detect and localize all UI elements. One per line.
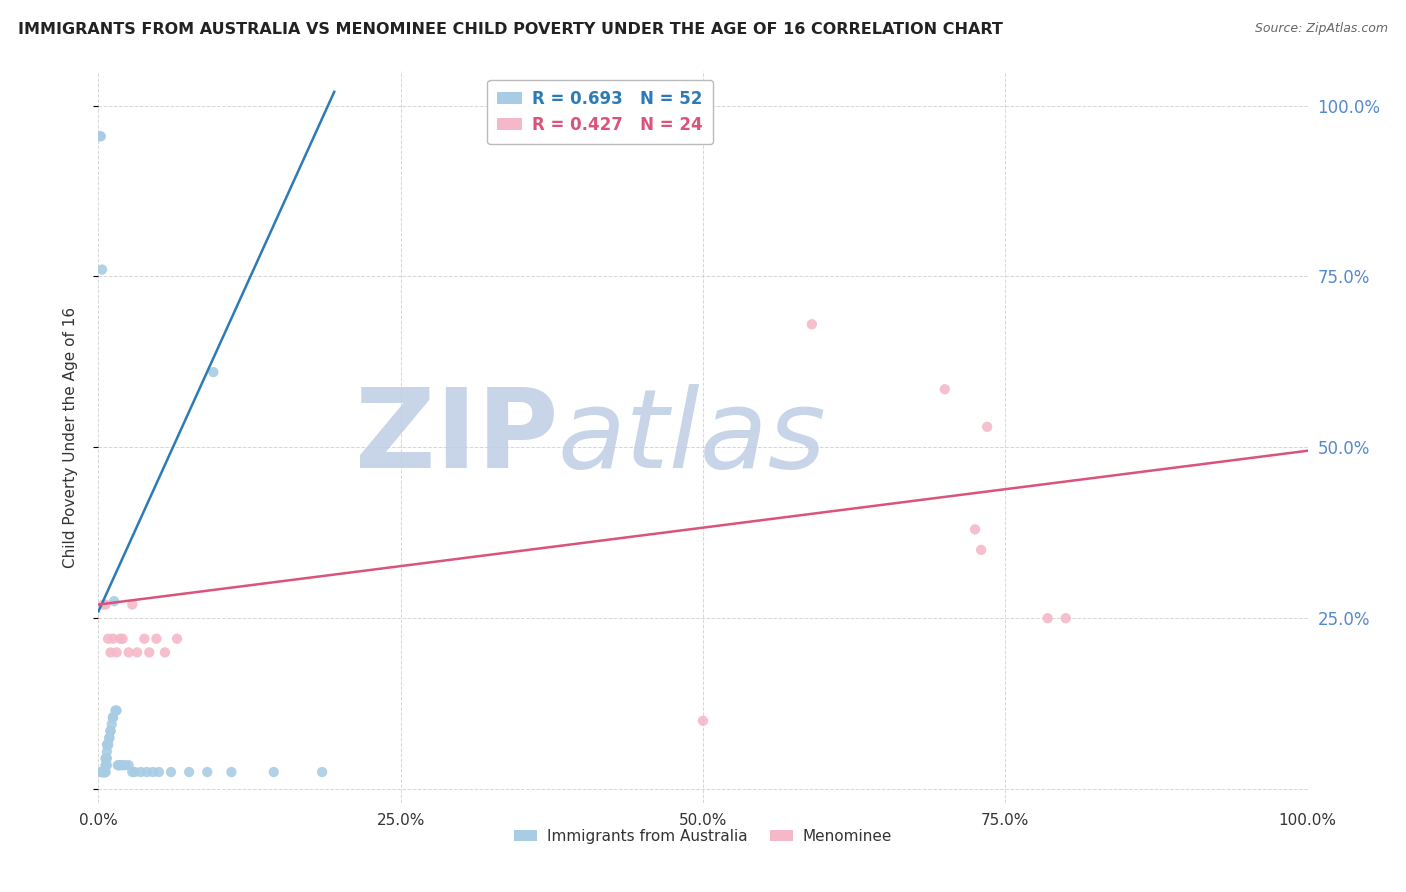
Point bbox=[94, 765, 117, 780]
Point bbox=[138, 645, 160, 659]
Point bbox=[118, 645, 141, 659]
Point bbox=[94, 758, 117, 772]
Point bbox=[160, 765, 183, 780]
Point bbox=[91, 765, 114, 780]
Point bbox=[148, 765, 170, 780]
Point bbox=[108, 758, 131, 772]
Point bbox=[93, 765, 115, 780]
Point bbox=[97, 632, 120, 646]
Point bbox=[96, 738, 118, 752]
Point bbox=[100, 724, 122, 739]
Point bbox=[96, 751, 118, 765]
Point bbox=[91, 765, 114, 780]
Point bbox=[94, 751, 117, 765]
Point bbox=[101, 632, 124, 646]
Point bbox=[221, 765, 243, 780]
Point bbox=[202, 365, 225, 379]
Point bbox=[100, 717, 122, 731]
Point bbox=[91, 598, 114, 612]
Point bbox=[111, 632, 134, 646]
Point bbox=[105, 645, 128, 659]
Point bbox=[101, 710, 124, 724]
Point bbox=[135, 765, 157, 780]
Text: atlas: atlas bbox=[558, 384, 827, 491]
Point bbox=[166, 632, 188, 646]
Point bbox=[89, 129, 111, 144]
Point bbox=[93, 765, 115, 780]
Point bbox=[179, 765, 201, 780]
Text: IMMIGRANTS FROM AUSTRALIA VS MENOMINEE CHILD POVERTY UNDER THE AGE OF 16 CORRELA: IMMIGRANTS FROM AUSTRALIA VS MENOMINEE C… bbox=[18, 22, 1002, 37]
Y-axis label: Child Poverty Under the Age of 16: Child Poverty Under the Age of 16 bbox=[63, 307, 77, 567]
Point bbox=[121, 765, 143, 780]
Point bbox=[965, 522, 987, 536]
Point bbox=[1036, 611, 1059, 625]
Point bbox=[108, 632, 131, 646]
Point bbox=[129, 765, 152, 780]
Point bbox=[91, 262, 114, 277]
Point bbox=[91, 765, 114, 780]
Point bbox=[121, 598, 143, 612]
Point bbox=[145, 632, 167, 646]
Point bbox=[96, 758, 118, 772]
Point bbox=[692, 714, 714, 728]
Point bbox=[195, 765, 218, 780]
Point bbox=[103, 594, 125, 608]
Point bbox=[90, 765, 112, 780]
Point bbox=[100, 724, 122, 739]
Point bbox=[98, 731, 121, 745]
Point bbox=[142, 765, 165, 780]
Point bbox=[263, 765, 285, 780]
Point bbox=[107, 758, 129, 772]
Point bbox=[91, 765, 114, 780]
Point bbox=[118, 758, 141, 772]
Point bbox=[101, 710, 124, 724]
Point bbox=[91, 765, 114, 780]
Point bbox=[124, 765, 146, 780]
Point bbox=[98, 731, 121, 745]
Point bbox=[976, 420, 998, 434]
Point bbox=[970, 542, 993, 557]
Point bbox=[97, 738, 120, 752]
Point bbox=[97, 738, 120, 752]
Point bbox=[800, 318, 823, 332]
Point bbox=[94, 598, 117, 612]
Point bbox=[311, 765, 333, 780]
Point bbox=[105, 704, 128, 718]
Text: ZIP: ZIP bbox=[354, 384, 558, 491]
Point bbox=[934, 382, 956, 396]
Legend: Immigrants from Australia, Menominee: Immigrants from Australia, Menominee bbox=[509, 822, 897, 850]
Point bbox=[96, 745, 118, 759]
Point bbox=[90, 129, 112, 144]
Point bbox=[127, 645, 149, 659]
Point bbox=[153, 645, 176, 659]
Point bbox=[100, 645, 122, 659]
Point bbox=[93, 765, 115, 780]
Point bbox=[104, 704, 127, 718]
Point bbox=[93, 765, 115, 780]
Point bbox=[114, 758, 136, 772]
Point bbox=[94, 758, 117, 772]
Text: Source: ZipAtlas.com: Source: ZipAtlas.com bbox=[1254, 22, 1388, 36]
Point bbox=[93, 765, 115, 780]
Point bbox=[108, 758, 131, 772]
Point bbox=[134, 632, 156, 646]
Point bbox=[111, 758, 134, 772]
Point bbox=[1054, 611, 1077, 625]
Point bbox=[94, 751, 117, 765]
